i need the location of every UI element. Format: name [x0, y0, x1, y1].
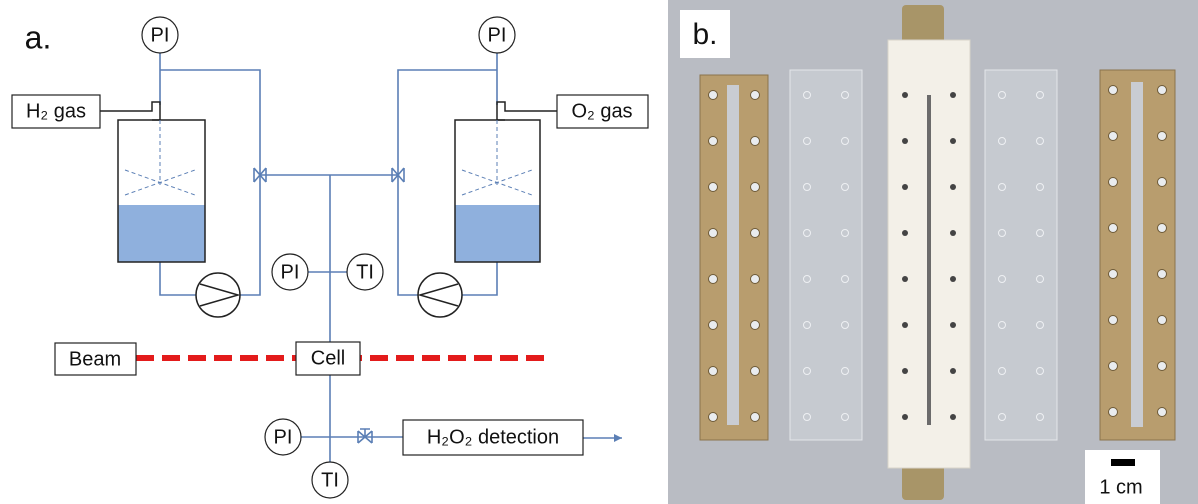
o2-gas-label: O₂ gas [571, 100, 632, 122]
plate-hole [751, 137, 760, 146]
plate-hole [902, 92, 908, 98]
plate-hole [902, 184, 908, 190]
plate-hole [1158, 224, 1167, 233]
panel-label: a. [25, 19, 52, 55]
gauge-label: PI [281, 261, 300, 283]
plate-hole [709, 91, 718, 100]
plate-hole [1158, 86, 1167, 95]
plate-hole [902, 230, 908, 236]
gauge-label: TI [321, 469, 339, 491]
plate-hole [709, 367, 718, 376]
cell-label: Cell [311, 347, 345, 369]
fitting [902, 5, 944, 45]
plate-hole [1109, 362, 1118, 371]
plate-hole [950, 368, 956, 374]
plate-hole [709, 229, 718, 238]
plate-slot [1131, 82, 1143, 427]
stirrer [125, 120, 195, 195]
plate-hole [709, 413, 718, 422]
gauge-label: PI [151, 24, 170, 46]
plate-hole [950, 138, 956, 144]
plate-hole [902, 138, 908, 144]
plate-hole [751, 321, 760, 330]
gauge-label: PI [488, 24, 507, 46]
plate-hole [1158, 178, 1167, 187]
liquid [455, 205, 540, 262]
plate-hole [1158, 316, 1167, 325]
panel-b: b. 1 cm [668, 0, 1198, 504]
gauge-label: TI [356, 261, 374, 283]
plate-hole [709, 321, 718, 330]
figure: a. H₂ gas O₂ gas Beam [0, 0, 1198, 504]
plate-hole [751, 229, 760, 238]
plate-hole [1109, 178, 1118, 187]
plate-hole [751, 183, 760, 192]
plate-hole [950, 322, 956, 328]
scale-label: 1 cm [1099, 476, 1142, 498]
plate-hole [751, 413, 760, 422]
detection-label: H₂O₂ detection [427, 426, 559, 448]
plate-hole [709, 275, 718, 284]
plate-hole [950, 276, 956, 282]
stirrer [462, 120, 532, 195]
plate-hole [1109, 408, 1118, 417]
plate-hole [950, 92, 956, 98]
valve [358, 429, 372, 443]
plate-hole [1158, 362, 1167, 371]
gauge-label: PI [274, 426, 293, 448]
plate-hole [950, 414, 956, 420]
plate-hole [1109, 316, 1118, 325]
plate-hole [902, 322, 908, 328]
plate-hole [751, 275, 760, 284]
plate-hole [709, 137, 718, 146]
panel-label: b. [692, 18, 717, 51]
plate-hole [902, 276, 908, 282]
plate-hole [751, 367, 760, 376]
inlet [100, 102, 160, 120]
pump [196, 273, 240, 317]
arrow-head [614, 434, 622, 442]
plate-hole [902, 414, 908, 420]
plate-hole [1158, 408, 1167, 417]
plate-hole [751, 91, 760, 100]
clear-plate [790, 70, 862, 440]
plate-hole [709, 183, 718, 192]
clear-plate [985, 70, 1057, 440]
plate-hole [1109, 86, 1118, 95]
plate-hole [902, 368, 908, 374]
center-slit [927, 95, 931, 425]
plate-hole [1109, 224, 1118, 233]
plate-hole [1158, 132, 1167, 141]
liquid [118, 205, 205, 262]
h2-gas-label: H₂ gas [26, 100, 86, 122]
plate-hole [1109, 132, 1118, 141]
scale-bar [1111, 459, 1135, 466]
plate-hole [950, 184, 956, 190]
panel-a: a. H₂ gas O₂ gas Beam [12, 17, 648, 498]
inlet [497, 102, 557, 120]
plate-hole [1158, 270, 1167, 279]
plate-slot [727, 85, 739, 425]
plate-hole [1109, 270, 1118, 279]
beam-label: Beam [69, 348, 121, 370]
pump [418, 273, 462, 317]
plate-hole [950, 230, 956, 236]
